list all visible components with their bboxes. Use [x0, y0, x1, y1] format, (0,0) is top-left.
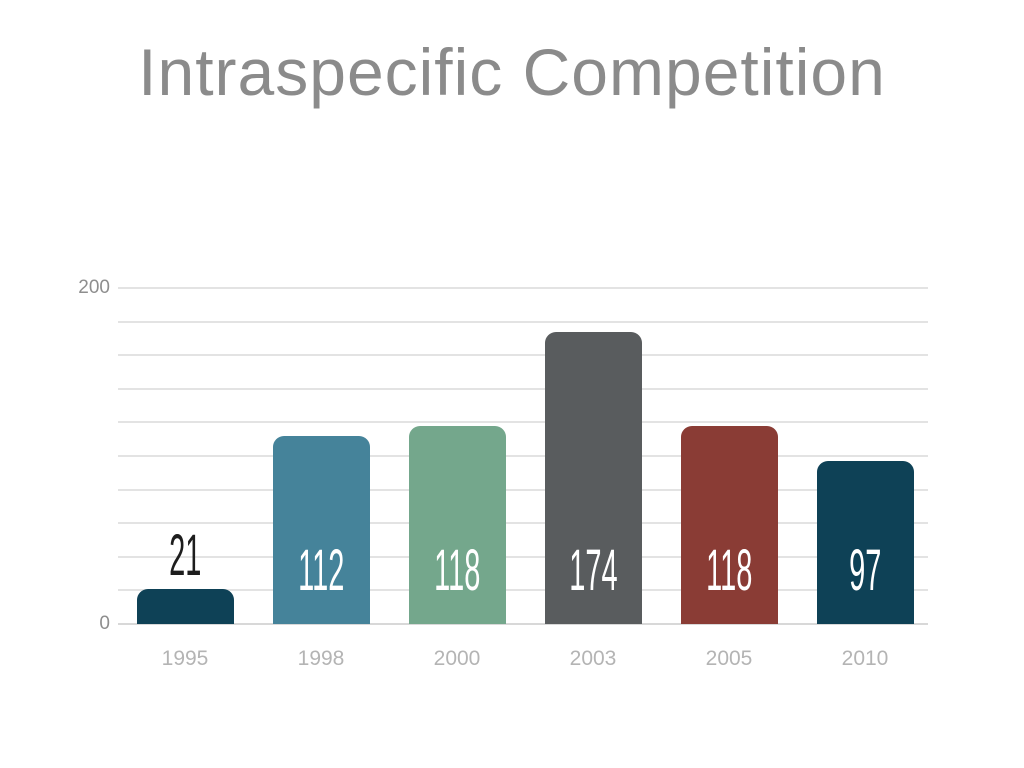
gridline	[118, 354, 928, 357]
bar-value-text: 118	[705, 538, 753, 603]
gridline	[118, 488, 928, 491]
bar-value-text: 112	[297, 538, 345, 603]
chart-title: Intraspecific Competition	[138, 35, 886, 109]
bar-value-text: 118	[433, 538, 481, 603]
bar-1995	[136, 588, 234, 624]
x-axis-tick-label: 2010	[841, 647, 889, 670]
x-axis-tick-label: 1995	[161, 647, 209, 670]
x-axis-tick-label: 2003	[569, 647, 617, 670]
bar-2003	[544, 331, 642, 624]
bar-value-text: 174	[568, 538, 618, 603]
x-axis-tick-label: 2005	[705, 647, 753, 670]
bar-value-label: 118	[681, 542, 778, 600]
gridline	[118, 522, 928, 525]
axis-baseline	[118, 623, 928, 625]
gridline	[118, 320, 928, 323]
gridline	[118, 421, 928, 424]
bar-value-text: 97	[848, 538, 882, 603]
bar-2010	[816, 461, 914, 624]
gridline	[118, 589, 928, 592]
y-axis-tick-label: 0	[99, 613, 110, 634]
gridline	[118, 387, 928, 390]
x-axis-tick-label: 1998	[297, 647, 345, 670]
bar-value-text: 21	[168, 522, 202, 588]
bar-value-label: 174	[545, 542, 642, 600]
bar-2000	[408, 425, 506, 624]
y-axis-tick-label: 200	[78, 277, 110, 298]
gridline	[118, 287, 928, 289]
bar-1998	[272, 435, 370, 624]
x-axis-tick-label: 2000	[433, 647, 481, 670]
gridline	[118, 555, 928, 558]
bar-value-label: 97	[817, 542, 914, 600]
bar-2005	[680, 425, 778, 624]
bar-value-label: 21	[137, 522, 234, 588]
bar-value-label: 118	[409, 542, 506, 600]
gridline	[118, 455, 928, 457]
bar-value-label: 112	[273, 542, 370, 600]
